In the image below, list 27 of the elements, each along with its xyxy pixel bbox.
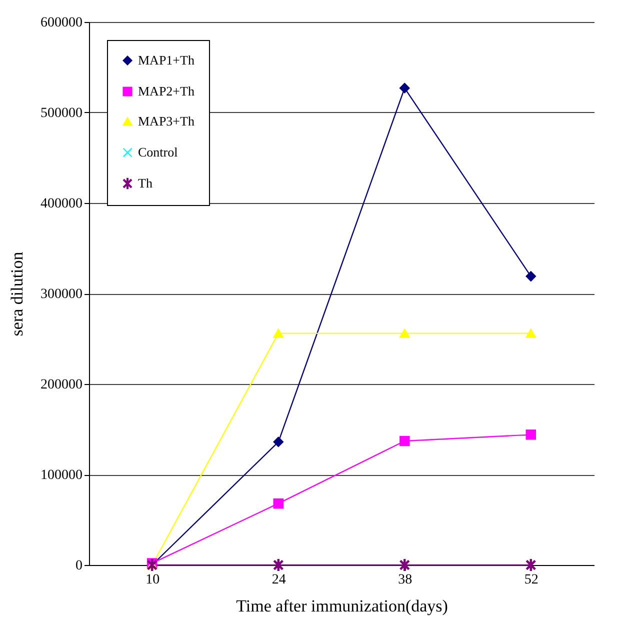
x-tick-label: 52: [524, 572, 538, 588]
point: [526, 430, 536, 440]
point: [400, 82, 410, 94]
legend-label: Th: [138, 176, 153, 190]
point: [526, 271, 536, 282]
y-tick-label: 500000: [40, 106, 82, 121]
point: [273, 498, 284, 509]
y-tick-label: 600000: [40, 16, 82, 30]
y-tick-label: 300000: [40, 287, 82, 302]
x-tick-label: 10: [146, 572, 160, 588]
point: [400, 436, 410, 446]
legend-label: Control: [138, 144, 178, 160]
x-axis-title: Time after immunization(days): [236, 596, 448, 616]
y-tick-label: 200000: [40, 378, 82, 392]
y-tick-label: 100000: [40, 468, 82, 483]
legend-label: MAP1+Th: [138, 52, 195, 68]
point: [526, 328, 536, 338]
y-tick-label: 400000: [40, 196, 82, 212]
legend-label: MAP3+Th: [138, 114, 195, 128]
point: [273, 328, 284, 338]
y-tick-label: 0: [76, 558, 82, 574]
legend-label: MAP2+Th: [138, 84, 195, 98]
y-axis-title: sera dilution: [8, 251, 26, 336]
x-tick-label: 24: [272, 572, 286, 588]
point: [400, 328, 410, 338]
point: [273, 436, 284, 448]
x-tick-label: 38: [398, 572, 412, 588]
